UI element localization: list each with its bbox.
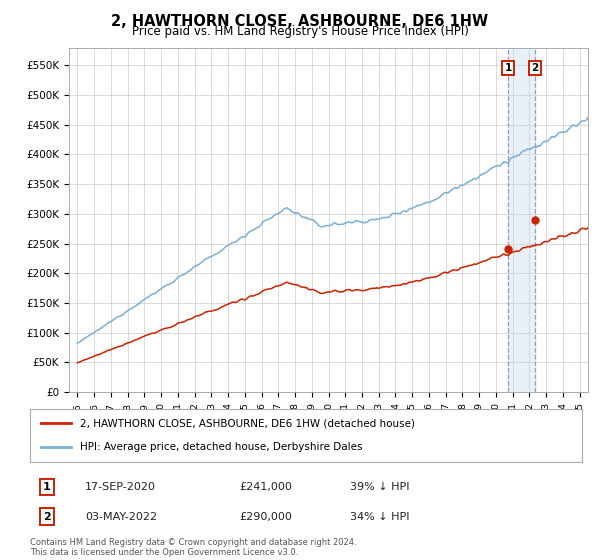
Text: 2: 2 [532,63,539,73]
Text: 34% ↓ HPI: 34% ↓ HPI [350,512,410,521]
Text: HPI: Average price, detached house, Derbyshire Dales: HPI: Average price, detached house, Derb… [80,442,362,452]
Text: Contains HM Land Registry data © Crown copyright and database right 2024.
This d: Contains HM Land Registry data © Crown c… [30,538,356,557]
Bar [508,48,535,392]
Text: 39% ↓ HPI: 39% ↓ HPI [350,482,410,492]
Text: £290,000: £290,000 [240,512,293,521]
Text: 03-MAY-2022: 03-MAY-2022 [85,512,157,521]
Text: Price paid vs. HM Land Registry's House Price Index (HPI): Price paid vs. HM Land Registry's House … [131,25,469,38]
Text: £241,000: £241,000 [240,482,293,492]
Text: 1: 1 [43,482,50,492]
Text: 2: 2 [43,512,50,521]
Text: 2, HAWTHORN CLOSE, ASHBOURNE, DE6 1HW (detached house): 2, HAWTHORN CLOSE, ASHBOURNE, DE6 1HW (d… [80,418,415,428]
Text: 2, HAWTHORN CLOSE, ASHBOURNE, DE6 1HW: 2, HAWTHORN CLOSE, ASHBOURNE, DE6 1HW [112,14,488,29]
Text: 17-SEP-2020: 17-SEP-2020 [85,482,156,492]
Text: 1: 1 [505,63,512,73]
